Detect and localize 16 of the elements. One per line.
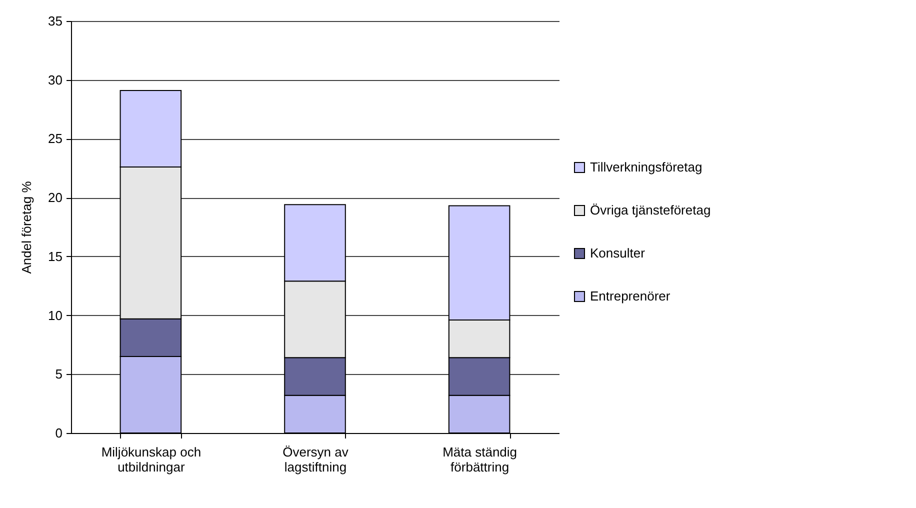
y-tick-label: 15 — [48, 248, 62, 264]
legend-label: Konsulter — [590, 246, 646, 260]
y-tick-label: 20 — [48, 190, 62, 206]
legend-label: Övriga tjänsteföretag — [590, 202, 711, 218]
y-tick-label: 35 — [48, 14, 62, 28]
legend-label: Entreprenörer — [590, 288, 671, 304]
y-tick-label: 30 — [48, 72, 62, 88]
y-tick-label: 0 — [55, 426, 62, 440]
x-tick-label: Mäta ständig förbättring — [442, 444, 518, 474]
y-tick-label: 5 — [55, 366, 62, 382]
x-tick-label: Översyn av lagstiftning — [282, 444, 349, 474]
y-tick-label: 25 — [48, 131, 62, 146]
y-axis-title: Andel företag % — [19, 180, 34, 274]
y-tick-label: 10 — [48, 308, 62, 323]
legend-label: Tillverkningsföretag — [590, 160, 702, 174]
x-tick-label: Miljökunskap och utbildningar — [101, 444, 202, 474]
